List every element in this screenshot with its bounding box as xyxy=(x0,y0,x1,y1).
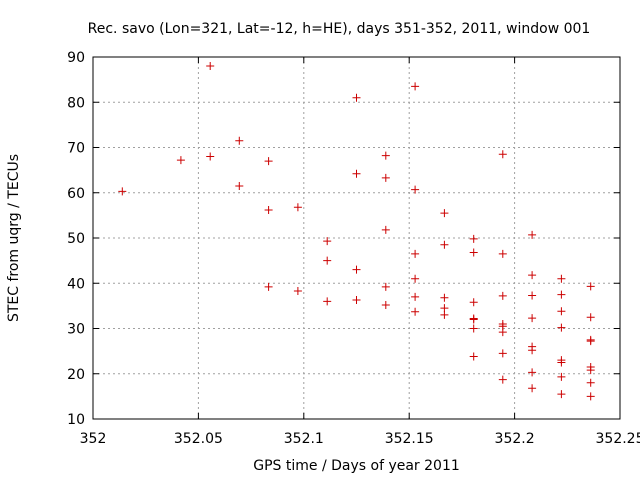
y-tick-label: 40 xyxy=(67,276,85,292)
data-point xyxy=(528,314,537,323)
y-tick-label: 60 xyxy=(67,186,85,202)
data-point xyxy=(293,203,302,212)
data-point xyxy=(557,372,566,381)
y-tick-label: 80 xyxy=(67,95,85,111)
data-point xyxy=(352,265,361,274)
data-point xyxy=(528,368,537,377)
data-point xyxy=(264,205,273,214)
data-point xyxy=(528,230,537,239)
data-point xyxy=(557,307,566,316)
data-point xyxy=(440,209,449,218)
data-point xyxy=(498,291,507,300)
data-points xyxy=(118,62,595,401)
data-point xyxy=(469,315,478,324)
data-point xyxy=(557,290,566,299)
data-point xyxy=(469,248,478,257)
y-tick-label: 90 xyxy=(67,50,85,66)
data-point xyxy=(352,295,361,304)
data-point xyxy=(411,307,420,316)
x-tick-label: 352.1 xyxy=(284,431,324,447)
data-point xyxy=(557,323,566,332)
data-point xyxy=(411,82,420,91)
data-point xyxy=(557,274,566,283)
data-point xyxy=(469,324,478,333)
data-point xyxy=(586,282,595,291)
x-axis: 352 352.05 352.1 352.15 352.2 352.25 xyxy=(80,57,640,447)
data-point xyxy=(381,225,390,234)
data-point xyxy=(440,310,449,319)
data-point xyxy=(469,234,478,243)
data-point xyxy=(176,156,185,165)
data-point xyxy=(498,375,507,384)
x-tick-label: 352 xyxy=(80,431,107,447)
x-tick-label: 352.15 xyxy=(385,431,434,447)
data-point xyxy=(586,313,595,322)
data-point xyxy=(381,282,390,291)
data-point xyxy=(557,390,566,399)
y-tick-label: 30 xyxy=(67,322,85,338)
data-point xyxy=(323,256,332,265)
data-point xyxy=(586,337,595,346)
y-tick-label: 50 xyxy=(67,231,85,247)
plot-frame xyxy=(92,56,621,420)
data-point xyxy=(528,291,537,300)
data-point xyxy=(118,187,127,196)
data-point xyxy=(206,62,215,71)
data-point xyxy=(586,366,595,375)
data-point xyxy=(557,358,566,367)
grid-lines xyxy=(93,57,620,419)
data-point xyxy=(498,150,507,159)
data-point xyxy=(235,136,244,145)
data-point xyxy=(264,157,273,166)
data-point xyxy=(352,93,361,102)
y-tick-label: 20 xyxy=(67,367,85,383)
data-point xyxy=(440,304,449,313)
x-tick-label: 352.25 xyxy=(596,431,640,447)
data-point xyxy=(469,352,478,361)
data-point xyxy=(323,297,332,306)
y-axis: 10 20 30 40 50 60 70 80 90 xyxy=(67,50,620,428)
data-point xyxy=(264,282,273,291)
data-point xyxy=(440,240,449,249)
data-point xyxy=(411,274,420,283)
data-point xyxy=(235,181,244,190)
x-tick-label: 352.05 xyxy=(174,431,223,447)
data-point xyxy=(293,286,302,295)
data-point xyxy=(498,349,507,358)
data-point xyxy=(206,152,215,161)
data-point xyxy=(381,151,390,160)
data-point xyxy=(528,384,537,393)
data-point xyxy=(498,249,507,258)
data-point xyxy=(411,185,420,194)
data-point xyxy=(469,298,478,307)
data-point xyxy=(411,249,420,258)
y-tick-label: 70 xyxy=(67,141,85,157)
x-tick-label: 352.2 xyxy=(495,431,535,447)
data-point xyxy=(498,328,507,337)
data-point xyxy=(352,169,361,178)
y-tick-label: 10 xyxy=(67,412,85,428)
data-point xyxy=(528,346,537,355)
data-point xyxy=(586,392,595,401)
data-point xyxy=(586,378,595,387)
data-point xyxy=(411,292,420,301)
y-axis-label: STEC from uqrg / TECUs xyxy=(6,154,22,322)
data-point xyxy=(323,237,332,246)
data-point xyxy=(381,173,390,182)
data-point xyxy=(440,293,449,302)
chart-title: Rec. savo (Lon=321, Lat=-12, h=HE), days… xyxy=(88,21,591,37)
data-point xyxy=(528,271,537,280)
x-axis-label: GPS time / Days of year 2011 xyxy=(253,458,460,474)
data-point xyxy=(381,300,390,309)
